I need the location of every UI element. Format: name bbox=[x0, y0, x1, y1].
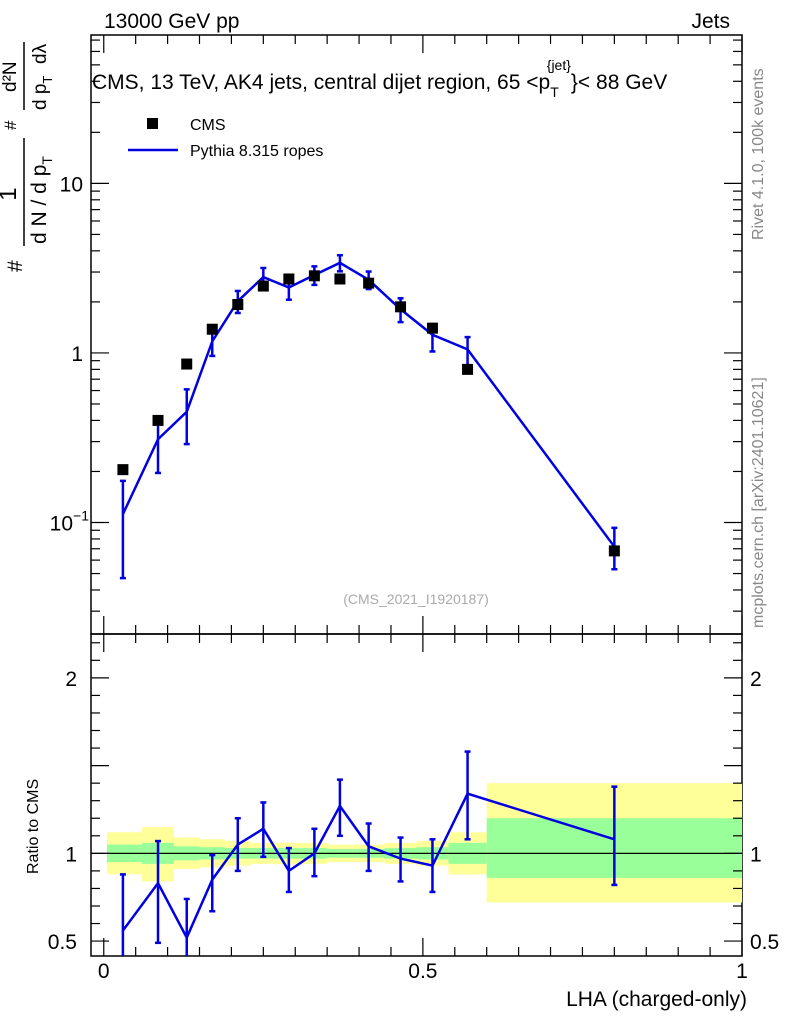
cms-data-point bbox=[232, 299, 244, 311]
cms-data-point bbox=[334, 273, 346, 285]
main-y-tick-label: 10 bbox=[60, 173, 83, 196]
ratio-series bbox=[119, 750, 618, 956]
rivet-label: Rivet 4.1.0, 100k events bbox=[750, 68, 767, 240]
cms-data-point bbox=[152, 414, 164, 426]
ylabel-d2n: d²N bbox=[0, 61, 21, 92]
cms-data-point bbox=[462, 363, 474, 375]
cms-data-point bbox=[308, 270, 320, 282]
plot-title: CMS, 13 TeV, AK4 jets, central dijet reg… bbox=[92, 57, 667, 100]
ratio-uncertainty-bands bbox=[91, 783, 742, 903]
ylabel-frac-denominator: d N / d pT bbox=[28, 156, 55, 244]
ylabel-hash-2: # bbox=[1, 120, 20, 130]
ratio-line bbox=[121, 792, 615, 941]
ylabel-dpt: d pT bbox=[30, 76, 55, 110]
legend-cms-label: CMS bbox=[190, 117, 226, 134]
ylabel-dlambda: dλ bbox=[30, 43, 51, 64]
cms-data-point bbox=[395, 301, 407, 313]
ratio-y-tick-label-right: 0.5 bbox=[750, 931, 779, 954]
main-y-tick-label: 1 bbox=[71, 343, 83, 366]
category-label: Jets bbox=[691, 10, 730, 33]
cms-data-point bbox=[426, 322, 438, 334]
x-tick-label: 0 bbox=[98, 960, 110, 983]
ratio-y-axis-label: Ratio to CMS bbox=[25, 779, 42, 874]
cms-data-point bbox=[608, 545, 620, 557]
legend-pythia-label: Pythia 8.315 ropes bbox=[190, 143, 323, 160]
cms-data-point bbox=[117, 464, 129, 476]
x-tick-label: 1 bbox=[736, 960, 748, 983]
ratio-y-tick-label: 0.5 bbox=[48, 931, 77, 954]
ratio-plot-marks bbox=[119, 750, 618, 956]
mcplots-label: mcplots.cern.ch [arXiv:2401.10621] bbox=[750, 377, 767, 628]
cms-data-point bbox=[363, 277, 375, 289]
ratio-y-tick-label: 2 bbox=[65, 668, 77, 691]
cms-data-point bbox=[181, 358, 193, 370]
ratio-y-tick-label: 1 bbox=[65, 843, 77, 866]
legend-cms-marker bbox=[147, 118, 158, 129]
analysis-id: (CMS_2021_I1920187) bbox=[343, 591, 489, 607]
main-plot-frame bbox=[90, 34, 743, 635]
cms-data-point bbox=[283, 273, 295, 285]
x-tick-label: 0.5 bbox=[408, 960, 437, 983]
cms-data-point bbox=[257, 280, 269, 292]
ylabel-frac-numerator: 1 bbox=[0, 187, 22, 200]
x-axis-label: LHA (charged-only) bbox=[566, 988, 747, 1011]
legend: CMS Pythia 8.315 ropes bbox=[128, 117, 323, 160]
main-y-tick-label: 10−1 bbox=[50, 508, 90, 536]
pythia-line bbox=[121, 261, 616, 548]
ylabel-hash-1: # bbox=[4, 260, 27, 272]
ratio-y-tick-label-right: 2 bbox=[750, 668, 762, 691]
main-y-axis-label: # 1 d N / d pT # d²N d pT dλ bbox=[0, 42, 55, 272]
main-plot-marks bbox=[117, 253, 620, 580]
cms-data-point bbox=[206, 323, 218, 335]
energy-label: 13000 GeV pp bbox=[104, 10, 239, 33]
ratio-y-tick-label-right: 1 bbox=[750, 843, 762, 866]
